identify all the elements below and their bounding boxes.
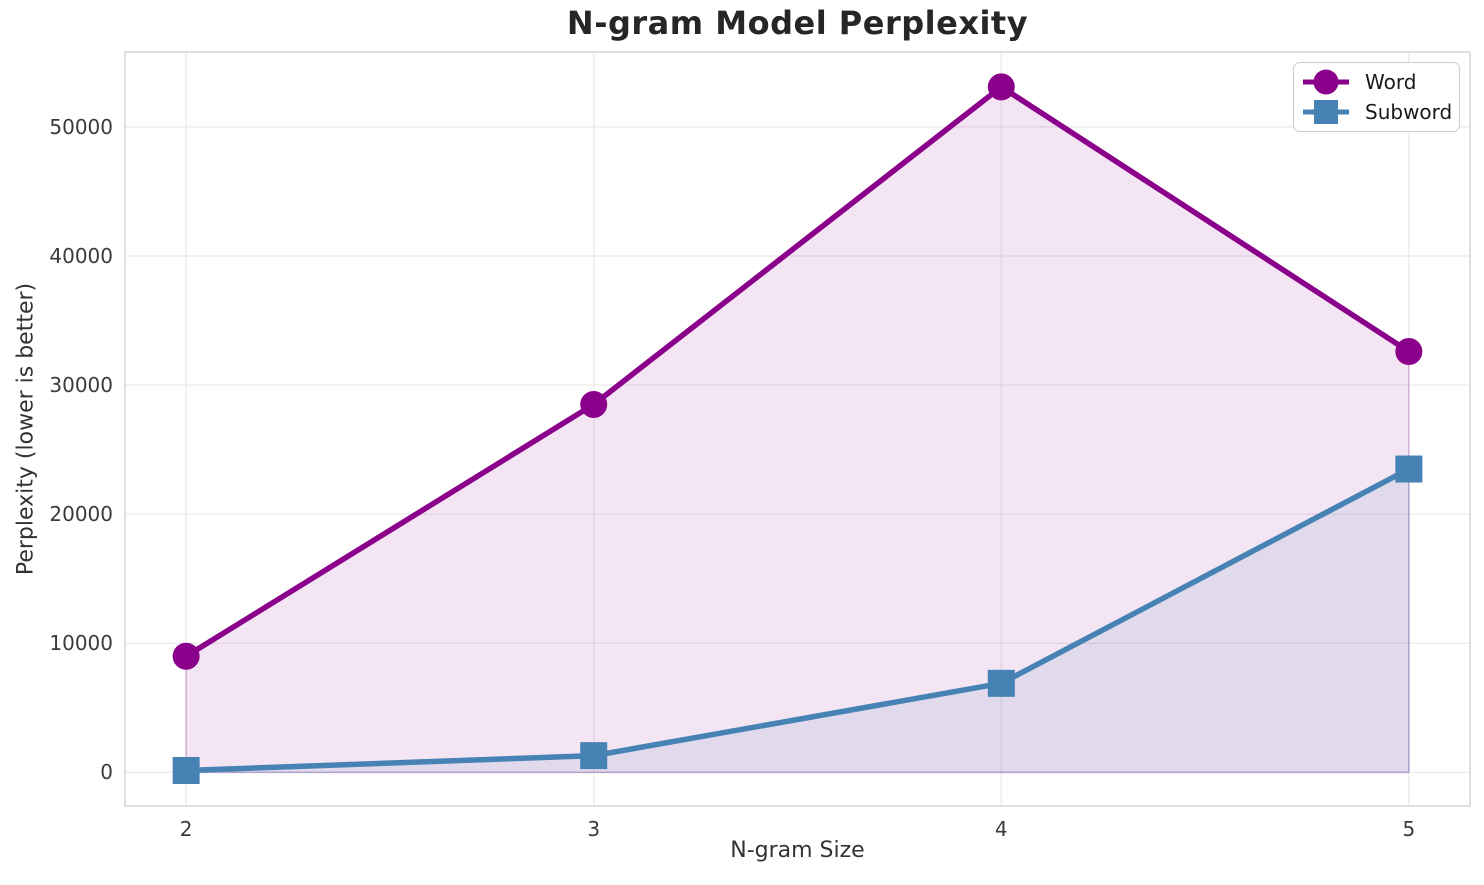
marker-subword bbox=[580, 742, 608, 770]
legend-label-word: Word bbox=[1365, 70, 1417, 94]
y-tick-label: 0 bbox=[100, 760, 113, 785]
y-axis-label: Perplexity (lower is better) bbox=[13, 282, 39, 576]
line-word bbox=[184, 84, 1411, 659]
marker-word bbox=[1395, 338, 1423, 366]
marker-subword bbox=[172, 756, 200, 784]
y-tick-label: 30000 bbox=[49, 373, 113, 398]
marker-word bbox=[987, 73, 1015, 101]
x-tick-label: 4 bbox=[994, 817, 1008, 841]
plot-border bbox=[124, 51, 1471, 807]
x-axis-label: N-gram Size bbox=[730, 838, 865, 863]
word-line-circle-marker-icon bbox=[1303, 69, 1349, 95]
x-tick-label: 5 bbox=[1402, 817, 1416, 841]
x-tick-label: 3 bbox=[587, 817, 601, 841]
legend-item-word: Word bbox=[1294, 67, 1459, 97]
chart-title: N-gram Model Perplexity bbox=[566, 4, 1029, 42]
legend-item-subword: Subword bbox=[1294, 97, 1459, 127]
legend-label-subword: Subword bbox=[1365, 100, 1453, 124]
x-tick-label: 2 bbox=[179, 817, 193, 841]
marker-word bbox=[580, 390, 608, 418]
y-tick-label: 10000 bbox=[49, 631, 113, 656]
legend: Word Subword bbox=[1293, 62, 1460, 132]
y-tick-label: 50000 bbox=[49, 114, 113, 139]
marker-subword bbox=[987, 669, 1015, 697]
marker-subword bbox=[1395, 455, 1423, 483]
y-tick-label: 20000 bbox=[49, 502, 113, 527]
y-tick-label: 40000 bbox=[49, 243, 113, 268]
marker-word bbox=[172, 642, 200, 670]
line-subword bbox=[186, 466, 1411, 774]
subword-line-square-marker-icon bbox=[1303, 100, 1349, 124]
